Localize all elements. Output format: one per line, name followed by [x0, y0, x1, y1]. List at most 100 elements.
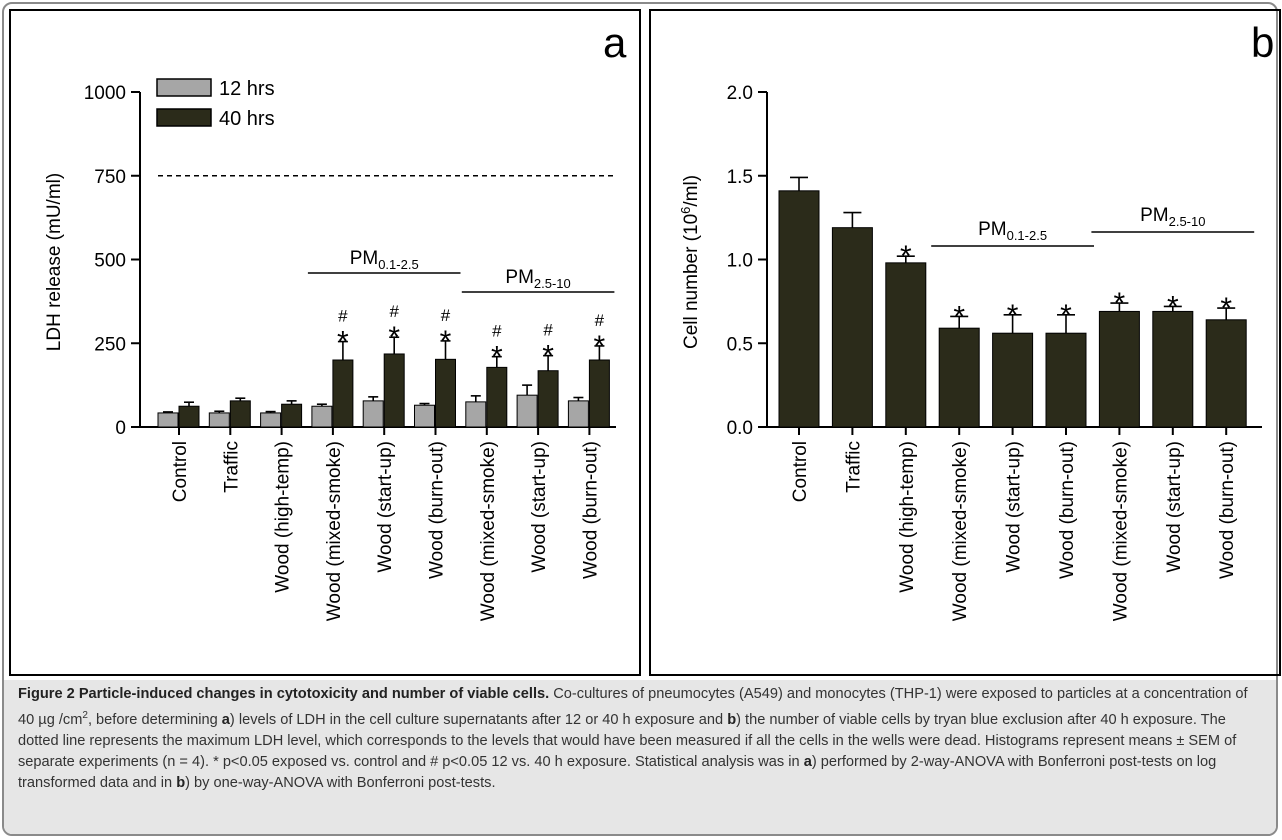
significance-star: * [1060, 299, 1072, 332]
bar-12h [465, 401, 487, 428]
panel-b: b Cell number (106/ml) 0.0 0.5 1.0 1.5 2.0 Co… [649, 9, 1281, 676]
legend-swatch [156, 108, 212, 127]
group-label-main: PM [1140, 205, 1169, 226]
panel-b-category-label: Wood (start-up) [1164, 441, 1185, 573]
panel-b-y-tick-label: 2.0 [727, 83, 753, 104]
caption-band [4, 680, 1276, 834]
significance-star: * [491, 341, 503, 374]
caption-ref-b1: b [727, 711, 737, 728]
bar-40h [281, 403, 303, 428]
significance-star: * [594, 330, 606, 363]
bar-40h [486, 366, 508, 428]
group-label-main: PM [978, 219, 1007, 240]
figure-charts: a LDH release (mU/ml) 0 250 500 750 1000 Cont… [9, 9, 1281, 676]
bar-cell-number [1098, 310, 1140, 428]
panel-b-category-label: Wood (mixed-smoke) [950, 441, 971, 621]
panel-b-y-label-sup: 6 [678, 207, 693, 214]
significance-hash: # [389, 302, 399, 321]
group-label-sub: 2.5-10 [1169, 214, 1206, 229]
panel-b-y-tick-label: 1.5 [727, 167, 753, 188]
panel-b-y-label-main: Cell number (10 [681, 214, 702, 349]
group-label: PM2.5-10 [505, 267, 570, 291]
bar-40h [537, 370, 559, 428]
significance-star: * [388, 321, 400, 354]
significance-hash: # [595, 311, 605, 330]
panel-b-letter: b [1251, 19, 1274, 66]
panel-b-y-tick-label: 1.0 [727, 251, 753, 272]
caption-text-5: ) performed by 2-way-ANOVA with Bonferro… [18, 753, 1217, 791]
bar-cell-number [1205, 319, 1247, 428]
panel-a-category-label: Wood (high-temp) [273, 441, 294, 593]
group-label: PM0.1-2.5 [978, 219, 1047, 243]
panel-b-category-label: Wood (burn-out) [1217, 441, 1238, 579]
caption-ref-a1: a [221, 711, 230, 728]
panel-b-y-label-end: /ml) [681, 175, 702, 207]
panel-a-category-label: Wood (burn-out) [580, 441, 601, 579]
panel-a-y-tick-label: 500 [94, 251, 126, 272]
panel-a-y-tick-label: 1000 [84, 83, 126, 104]
panel-a-y-tick-label: 750 [94, 167, 126, 188]
caption-ref-a2: a [803, 753, 812, 770]
figure-caption: Figure 2 Particle-induced changes in cyt… [18, 684, 1264, 794]
group-label-main: PM [505, 267, 534, 288]
panel-a-y-tick-label: 250 [94, 334, 126, 355]
caption-sup: 2 [82, 710, 88, 721]
bar-40h [178, 405, 200, 428]
group-label-main: PM [350, 248, 379, 269]
panel-a-category-label: Wood (start-up) [529, 441, 550, 573]
caption-text-4: ) the number of viable cells by tryan bl… [18, 711, 1237, 770]
caption-text-1: Co-cultures of pneumocytes (A549) and mo… [18, 686, 1248, 728]
panel-b-category-label: Wood (start-up) [1004, 441, 1025, 573]
significance-star: * [900, 240, 912, 273]
significance-star: * [440, 325, 452, 358]
bar-cell-number [992, 332, 1034, 428]
caption-text-6: ) by one-way-ANOVA with Bonferroni post-… [185, 774, 496, 791]
panel-a: a LDH release (mU/ml) 0 250 500 750 1000 Cont… [9, 9, 641, 676]
bar-40h [383, 353, 405, 428]
significance-hash: # [338, 307, 348, 326]
significance-star: * [337, 326, 349, 359]
panel-b-category-label: Wood (high-temp) [897, 441, 918, 593]
panel-a-y-label: LDH release (mU/ml) [44, 173, 65, 351]
bar-cell-number [831, 227, 873, 428]
caption-text-3: ) levels of LDH in the cell culture supe… [229, 711, 728, 728]
bar-12h [516, 394, 538, 428]
bar-12h [311, 405, 333, 428]
bar-cell-number [1045, 332, 1087, 428]
bar-12h [208, 412, 230, 428]
panel-a-border [9, 9, 641, 676]
caption-title: Figure 2 Particle-induced changes in cyt… [18, 686, 550, 702]
bar-12h [414, 404, 435, 428]
panel-b-y-label: Cell number (106/ml) [678, 175, 703, 349]
group-label-sub: 0.1-2.5 [378, 257, 418, 272]
group-label: PM0.1-2.5 [350, 248, 419, 272]
significance-star: * [1167, 290, 1179, 323]
bar-12h [567, 400, 589, 428]
group-label: PM2.5-10 [1140, 205, 1205, 229]
panel-a-category-label: Wood (burn-out) [427, 441, 448, 579]
bar-40h [229, 400, 251, 428]
significance-star: * [1220, 292, 1232, 325]
bar-40h [332, 359, 354, 428]
panel-b-y-tick-label: 0.0 [727, 418, 753, 439]
panel-a-y-tick-label: 0 [115, 418, 126, 439]
panel-b-y-tick-label: 0.5 [727, 334, 753, 355]
panel-b-border [649, 9, 1281, 676]
panel-a-category-label: Wood (mixed-smoke) [324, 441, 345, 621]
bar-cell-number [778, 190, 820, 428]
significance-star: * [953, 300, 965, 333]
bar-40h [588, 359, 610, 428]
significance-star: * [542, 340, 554, 373]
panel-b-category-label: Control [790, 441, 811, 502]
caption-ref-b2: b [176, 774, 186, 791]
caption-text-2: , before determining [87, 711, 222, 728]
bar-12h [157, 412, 179, 428]
significance-star: * [1007, 299, 1019, 332]
panel-a-letter: a [603, 19, 627, 66]
legend-swatch [156, 78, 212, 97]
significance-star: * [1114, 287, 1126, 320]
legend-label: 40 hrs [219, 108, 275, 130]
group-label-sub: 2.5-10 [534, 276, 571, 291]
bar-12h [260, 412, 282, 428]
